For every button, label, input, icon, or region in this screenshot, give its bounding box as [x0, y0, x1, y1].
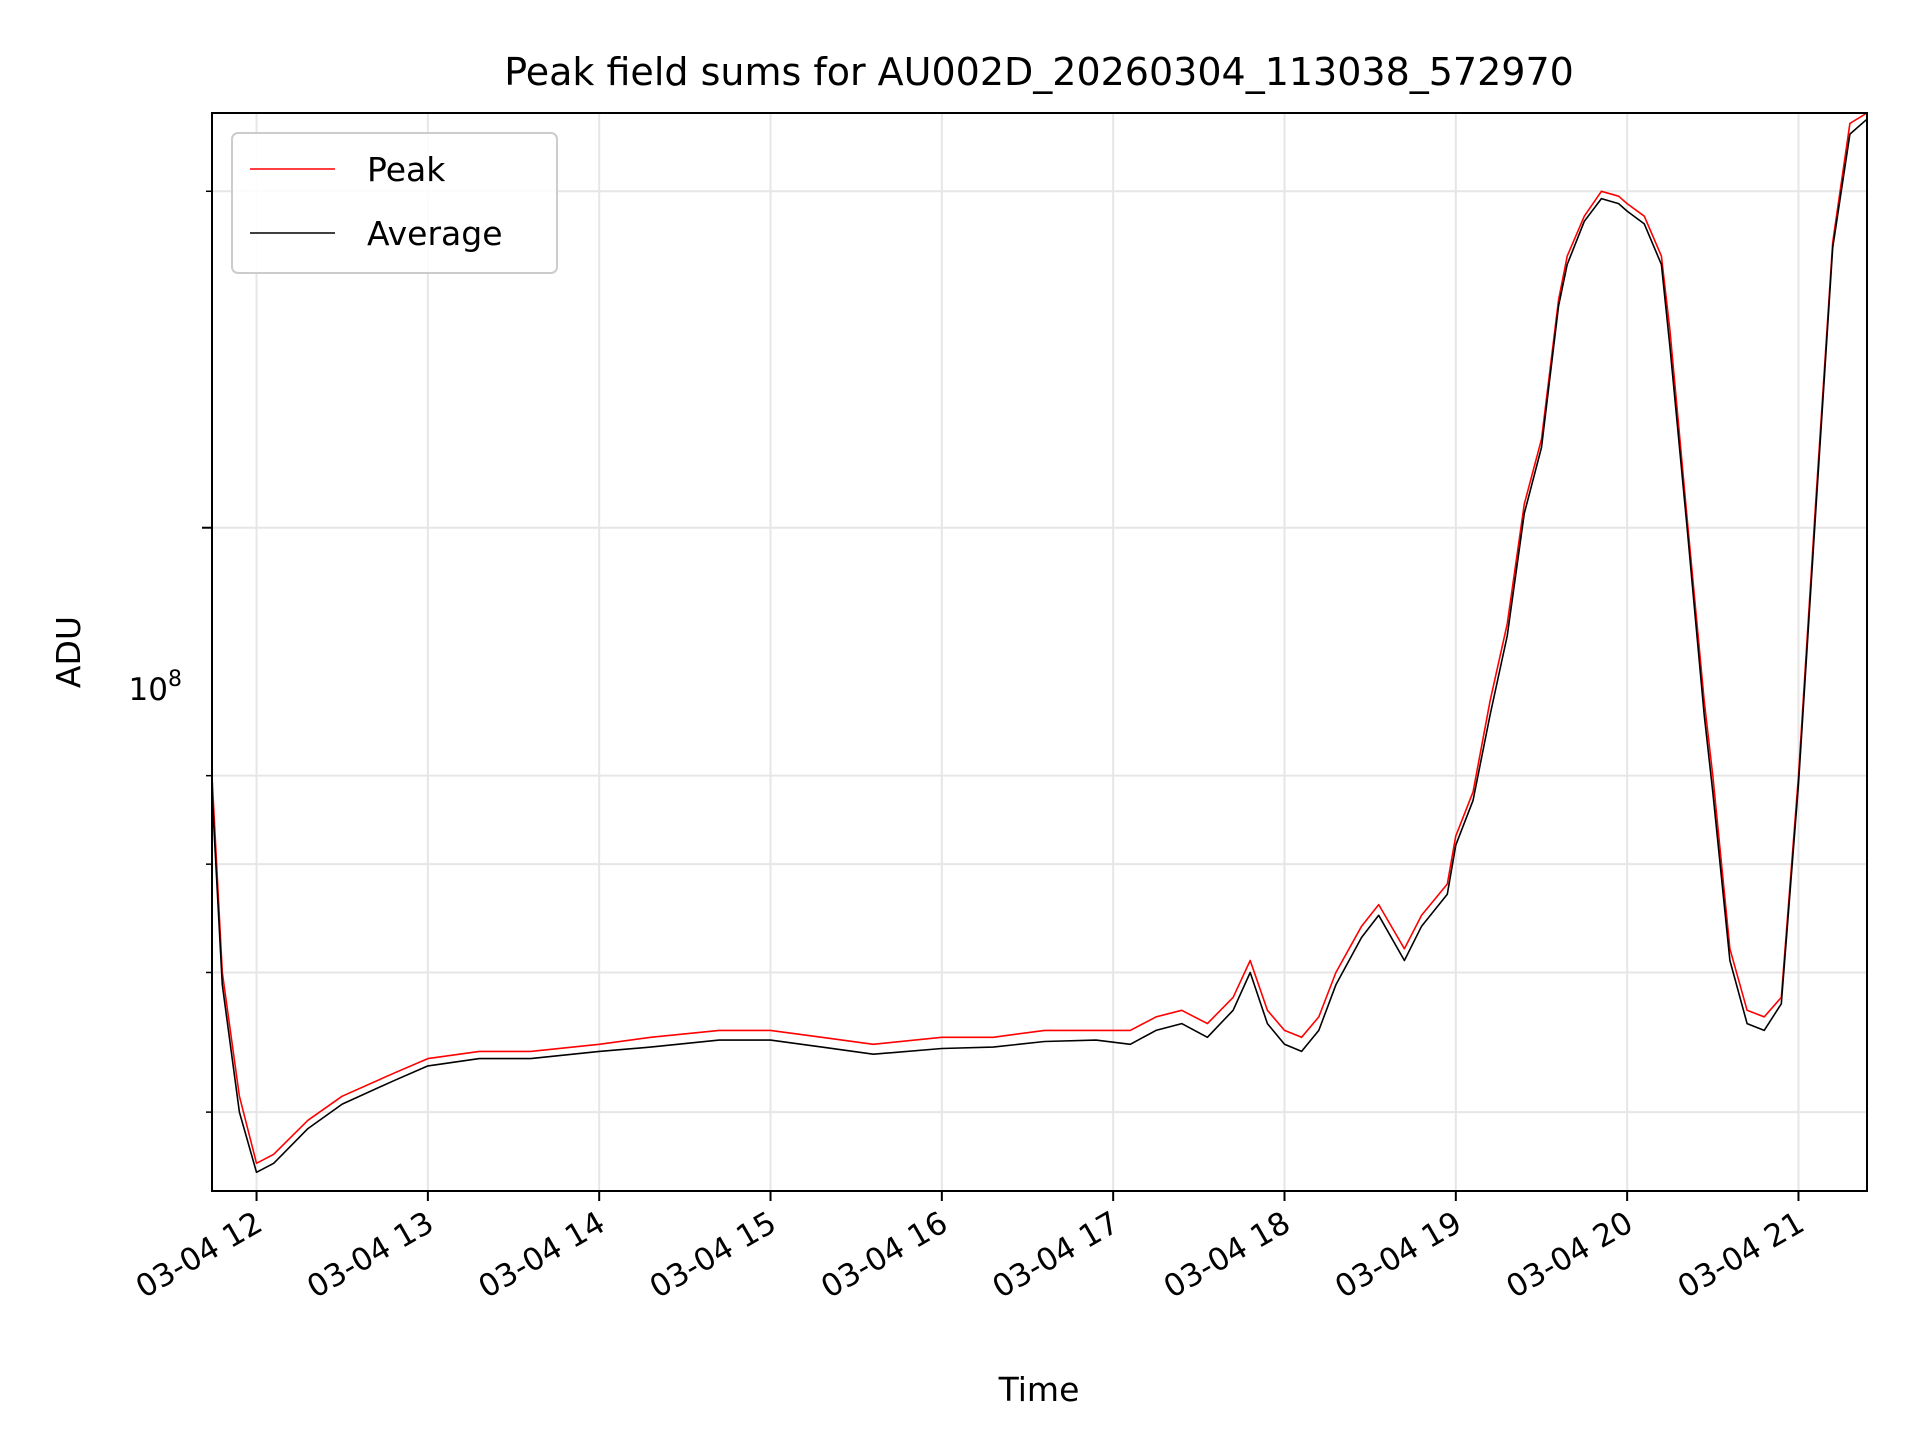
y-axis-label: ADU — [49, 616, 88, 688]
x-tick-label: 03-04 12 — [130, 1205, 269, 1306]
plot-frame — [211, 112, 1868, 1192]
series-layer — [211, 112, 1868, 1174]
x-tick-label: 03-04 13 — [301, 1205, 440, 1306]
y-tick-base: 10 — [129, 672, 168, 708]
x-tick-label: 03-04 21 — [1672, 1205, 1811, 1306]
legend-peak-label: Peak — [367, 150, 446, 189]
x-tick-label: 03-04 14 — [472, 1205, 611, 1306]
x-tick-label: 03-04 15 — [644, 1205, 783, 1306]
x-tick-label: 03-04 16 — [815, 1205, 954, 1306]
y-axis: 108 — [129, 190, 212, 1113]
x-axis-label: Time — [998, 1370, 1080, 1409]
legend-box — [231, 132, 558, 274]
legend-average-label: Average — [367, 214, 503, 253]
x-tick-label: 03-04 20 — [1500, 1205, 1639, 1306]
x-tick-label: 03-04 19 — [1329, 1205, 1468, 1306]
series-line-peak — [211, 112, 1868, 1165]
y-tick-exponent: 8 — [168, 667, 182, 692]
grid-layer — [212, 113, 1867, 1191]
x-tick-label: 03-04 18 — [1158, 1205, 1297, 1306]
legend: Peak Average — [231, 132, 558, 274]
chart-title: Peak field sums for AU002D_20260304_1130… — [504, 50, 1574, 94]
x-axis: 03-04 12 03-04 13 03-04 14 03-04 15 03-04 16… — [130, 1191, 1811, 1306]
series-line-average — [211, 118, 1868, 1174]
x-tick-label: 03-04 17 — [986, 1205, 1125, 1306]
y-major-tick-label: 108 — [129, 667, 182, 708]
